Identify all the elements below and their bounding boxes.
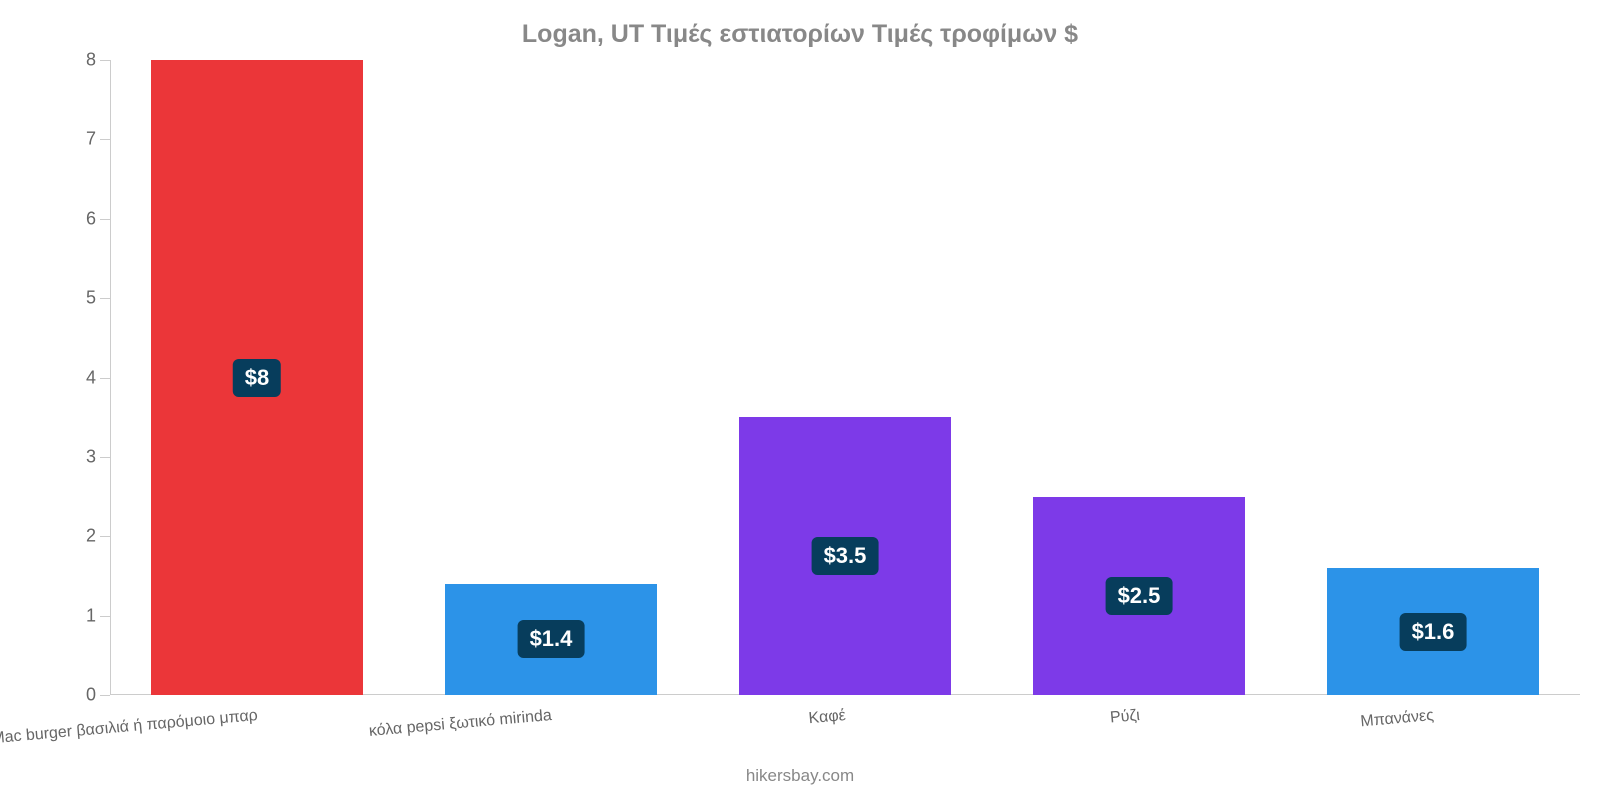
y-tick-label: 8: [86, 50, 96, 71]
bar: $3.5: [739, 417, 951, 695]
bars-group: $8 $1.4 $3.5 $2.5 $1.6: [110, 60, 1580, 695]
chart-title: Logan, UT Τιμές εστιατορίων Τιμές τροφίμ…: [0, 20, 1600, 49]
x-category-label: Mac burger βασιλιά ή παρόμοιο μπαρ: [0, 707, 259, 748]
chart-credit: hikersbay.com: [0, 766, 1600, 786]
y-tick: [100, 298, 110, 299]
x-category-label: κόλα pepsi ξωτικό mirinda: [368, 707, 552, 741]
y-tick-label: 6: [86, 208, 96, 229]
x-category-label: Καφέ: [808, 707, 847, 728]
y-tick: [100, 616, 110, 617]
y-tick: [100, 457, 110, 458]
bar: $8: [151, 60, 363, 695]
plot-area: 012345678 $8$1.4$3.5$2.5$1.6 Mac burger …: [110, 60, 1580, 695]
y-tick-label: 1: [86, 605, 96, 626]
y-tick: [100, 378, 110, 379]
bar-value-label: $8: [233, 359, 281, 397]
bar-value-label: $3.5: [812, 537, 879, 575]
chart-container: Logan, UT Τιμές εστιατορίων Τιμές τροφίμ…: [0, 0, 1600, 800]
bar-value-label: $1.4: [518, 620, 585, 658]
y-tick-label: 0: [86, 685, 96, 706]
y-tick-label: 4: [86, 367, 96, 388]
y-tick: [100, 536, 110, 537]
bar-value-label: $1.6: [1400, 613, 1467, 651]
bar: $2.5: [1033, 497, 1245, 695]
bar-value-label: $2.5: [1106, 577, 1173, 615]
y-tick-label: 2: [86, 526, 96, 547]
x-category-label: Μπανάνες: [1360, 707, 1435, 731]
y-tick-label: 5: [86, 288, 96, 309]
bar: $1.6: [1327, 568, 1539, 695]
y-tick-label: 3: [86, 446, 96, 467]
x-category-label: Ρύζι: [1109, 707, 1140, 728]
bar: $1.4: [445, 584, 657, 695]
y-tick: [100, 139, 110, 140]
y-tick: [100, 695, 110, 696]
y-tick: [100, 60, 110, 61]
y-tick-label: 7: [86, 129, 96, 150]
y-tick: [100, 219, 110, 220]
